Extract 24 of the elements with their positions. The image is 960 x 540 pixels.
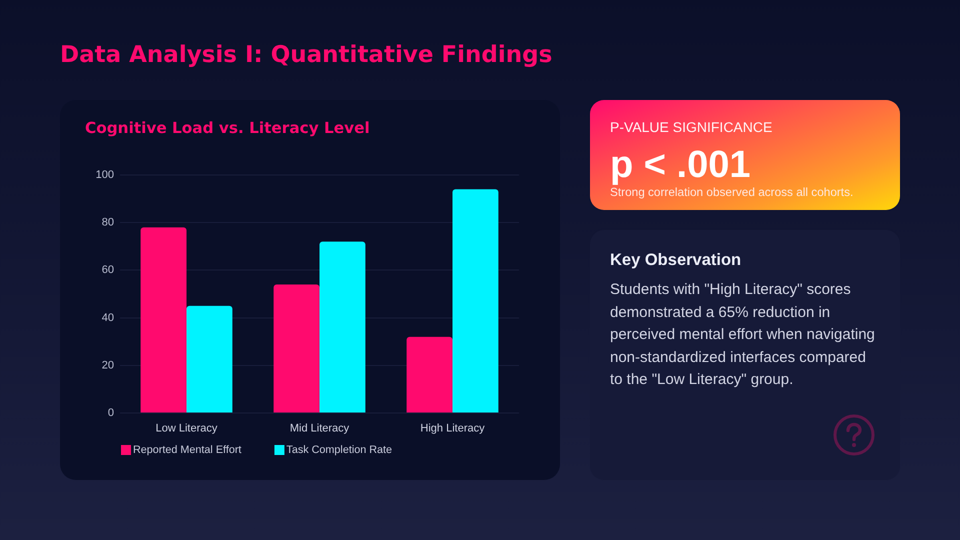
y-tick-label: 0 <box>108 407 114 420</box>
x-tick-label: Low Literacy <box>156 422 218 435</box>
y-tick-label: 100 <box>96 169 114 182</box>
bar <box>452 189 498 412</box>
legend-label: Reported Mental Effort <box>133 444 242 456</box>
chart-title: Cognitive Load vs. Literacy Level <box>85 119 370 137</box>
y-tick-label: 60 <box>102 264 114 276</box>
bar <box>140 227 186 412</box>
bar <box>274 284 320 412</box>
y-tick-label: 40 <box>102 312 114 324</box>
text: Strong correlation observed across all cohorts. <box>610 185 854 199</box>
text: Students with "High Literacy" scores demonstrated a 65% reduction in perceived mental effort when navigating non-standardized interfaces compared to the "Low Literacy" group. <box>610 280 876 390</box>
bar <box>320 242 366 412</box>
text: Data Analysis I: Quantitative Findings <box>60 42 552 68</box>
text: Key Observation <box>610 251 742 270</box>
x-tick-label: Mid Literacy <box>290 422 350 435</box>
text: p < .001 <box>610 143 750 187</box>
bar <box>186 306 232 412</box>
bar <box>406 336 452 412</box>
y-tick-label: 20 <box>102 359 114 372</box>
legend-label: Task Completion Rate <box>286 444 392 456</box>
text: P-VALUE SIGNIFICANCE <box>610 119 772 135</box>
y-tick-label: 80 <box>102 216 114 229</box>
x-tick-label: High Literacy <box>420 422 486 435</box>
